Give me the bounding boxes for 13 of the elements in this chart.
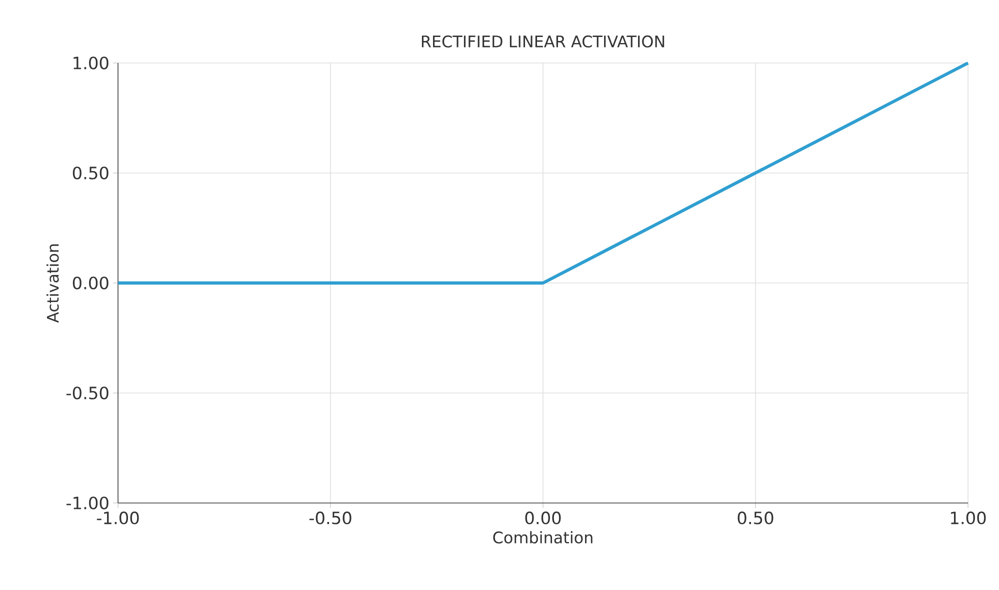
x-axis-title: Combination: [493, 531, 592, 544]
x-tick-label: -1.00: [96, 511, 139, 524]
x-tick-label: 0.00: [525, 511, 561, 524]
y-tick-label: 1.00: [74, 56, 108, 70]
y-axis-title: Activation: [46, 244, 59, 323]
chart-title: RECTIFIED LINEAR ACTIVATION: [422, 35, 664, 48]
y-tick-label: 0.00: [72, 276, 108, 290]
y-tick-label: -1.00: [66, 496, 108, 510]
x-tick-label: -0.50: [309, 511, 352, 524]
y-tick-label: -0.50: [66, 386, 108, 400]
y-tick-label: 0.50: [72, 166, 108, 180]
x-tick-label: 0.50: [738, 511, 774, 524]
x-tick-label: 1.00: [951, 511, 986, 524]
